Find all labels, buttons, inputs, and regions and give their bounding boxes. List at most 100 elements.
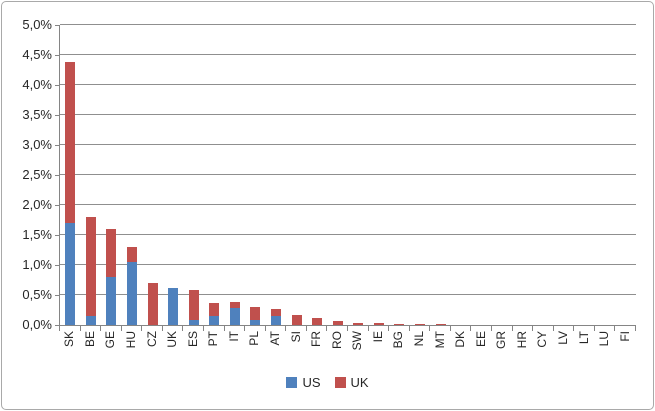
gridline (60, 234, 636, 235)
y-axis-label: 2,5% (22, 167, 52, 182)
x-axis-tick (203, 326, 204, 331)
x-axis-tick (305, 326, 307, 331)
x-axis-tick (244, 326, 246, 331)
legend-label-us: US (302, 374, 321, 390)
x-axis-tick (552, 326, 554, 331)
y-axis-label: 0,5% (22, 287, 52, 302)
x-axis-label: RO (329, 331, 344, 349)
y-axis-tick (55, 85, 59, 86)
x-axis-label: EE (473, 331, 488, 348)
y-axis-label: 2,0% (22, 197, 52, 212)
y-axis-tick (55, 145, 59, 146)
gridline (60, 144, 636, 145)
x-axis-label: BG (391, 331, 406, 349)
bar-segment-uk (291, 315, 302, 325)
x-axis-tick (614, 326, 616, 331)
x-axis-tick (120, 326, 122, 331)
y-axis-label: 0,0% (22, 317, 52, 332)
x-axis-label: SK (62, 331, 77, 348)
bar-segment-uk (106, 229, 117, 277)
x-axis-tick (511, 326, 513, 331)
bar-segment-uk (312, 318, 323, 325)
x-axis-tick (59, 326, 60, 331)
x-axis-tick (100, 326, 102, 331)
y-axis-tick (55, 205, 59, 206)
x-axis-label: IE (370, 331, 385, 343)
y-axis-label: 4,0% (22, 77, 52, 92)
y-axis-label: 3,0% (22, 137, 52, 152)
x-axis-label: ES (185, 331, 200, 348)
bar-segment-us (188, 320, 199, 325)
x-axis-tick (470, 326, 472, 331)
y-axis-tick (55, 115, 59, 116)
y-axis-tick (55, 235, 59, 236)
y-axis-label: 3,5% (22, 107, 52, 122)
bar-segment-uk (271, 309, 281, 316)
x-axis-tick (326, 326, 328, 331)
legend: US UK (2, 373, 653, 391)
bar-segment-us (250, 320, 261, 325)
x-axis-tick (264, 326, 266, 331)
x-axis-label: SI (288, 331, 303, 343)
bar-segment-uk (188, 290, 199, 320)
gridline (60, 294, 636, 295)
x-axis-tick (223, 326, 225, 331)
x-axis-label: CZ (144, 331, 159, 347)
y-axis-tick (55, 25, 59, 26)
gridline (60, 174, 636, 175)
x-axis-label: UK (165, 331, 180, 348)
legend-swatch-uk-icon (334, 376, 346, 388)
y-axis-label: 5,0% (22, 17, 52, 32)
x-axis-tick (532, 326, 534, 331)
gridline (60, 264, 636, 265)
bar-segment-uk (85, 217, 96, 316)
gridline (60, 24, 636, 25)
bar-segment-uk (415, 324, 425, 325)
legend-item-us: US (286, 374, 321, 390)
x-axis-label: LU (597, 331, 612, 347)
x-axis-tick (347, 326, 348, 331)
x-axis-tick (635, 326, 636, 331)
x-axis-tick (141, 326, 143, 331)
gridline (60, 204, 636, 205)
x-axis-label: GE (103, 331, 118, 349)
x-axis-label: HR (514, 331, 529, 349)
x-axis-tick (182, 326, 184, 331)
x-axis-tick (161, 326, 163, 331)
x-axis-label: MT (432, 331, 447, 349)
bar-segment-us (271, 316, 281, 325)
y-axis-tick (55, 175, 59, 176)
plot-area (59, 24, 636, 326)
bar-segment-us (65, 223, 76, 325)
x-axis-label: PT (206, 331, 221, 347)
bar-segment-uk (353, 323, 364, 325)
legend-label-uk: UK (350, 374, 369, 390)
y-axis-tick (55, 325, 59, 326)
bar-segment-uk (229, 302, 240, 308)
bar-segment-uk (127, 247, 137, 262)
x-axis-label: DK (453, 331, 468, 348)
bar-segment-uk (394, 324, 405, 325)
bar-segment-uk (65, 62, 76, 223)
x-axis-label: SW (350, 331, 365, 351)
bar-segment-uk (435, 324, 446, 325)
x-axis-tick (79, 326, 81, 331)
y-axis-tick (55, 295, 59, 296)
x-axis-label: FR (309, 331, 324, 347)
bar-segment-uk (147, 283, 158, 325)
bar-segment-us (209, 316, 220, 325)
bar-segment-uk (373, 323, 384, 325)
x-axis-label: NL (412, 331, 426, 347)
x-axis-tick (408, 326, 410, 331)
y-axis-tick (55, 265, 59, 266)
x-axis-tick (388, 326, 390, 331)
x-axis-tick (449, 326, 451, 331)
x-axis-label: PL (247, 331, 262, 346)
y-axis-label: 1,0% (22, 257, 52, 272)
x-axis-tick (593, 326, 595, 331)
x-axis-label: CY (535, 331, 550, 348)
bar-segment-us (127, 262, 137, 325)
gridline (60, 84, 636, 85)
gridline (60, 54, 636, 55)
